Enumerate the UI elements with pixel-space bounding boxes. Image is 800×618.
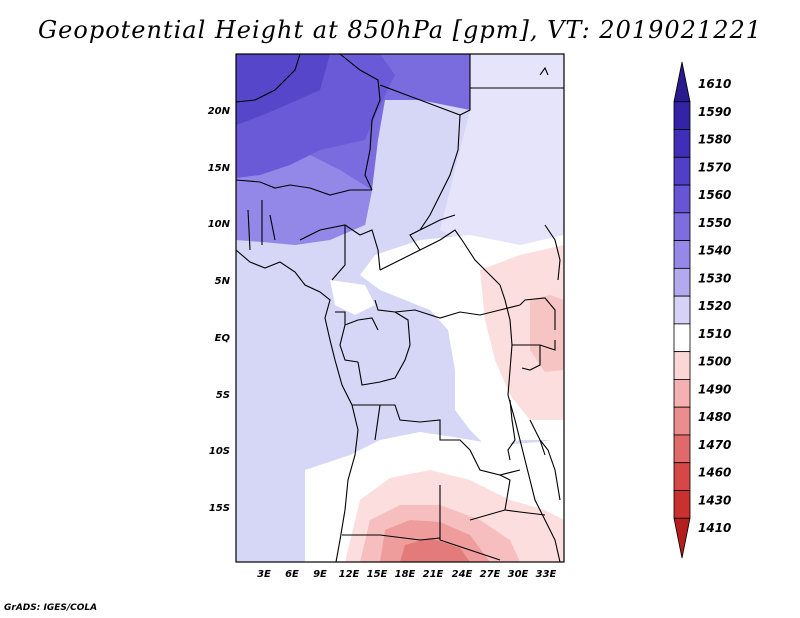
colorbar-segment [673,462,691,491]
software-credit: GrADS: IGES/COLA [4,603,98,613]
colorbar-label: 1500 [698,355,731,369]
country-borders [235,53,564,563]
lon-tick-label: 18E [395,569,416,580]
chart-title: Geopotential Height at 850hPa [gpm], VT:… [38,16,762,44]
field-region-1580 [236,54,330,125]
colorbar-segment [673,323,691,353]
colorbar-label: 1570 [698,160,731,174]
colorbar-label: 1590 [698,105,731,119]
colorbar-label: 1610 [698,77,731,91]
lon-tick-label: 33E [536,569,557,580]
lat-tick-label: 20N [208,106,231,117]
colorbar-segment [673,295,691,325]
lon-tick-label: 6E [285,569,299,580]
colorbar: 1610 1590 1580 1570 1560 1550 1540 1530 1520 1510… [673,61,731,559]
colorbar-segment [673,434,691,464]
colorbar-label: 1430 [698,493,731,507]
colorbar-label: 1510 [698,327,731,341]
lat-axis: 20N 15N 10N 5N EQ 5S 10S 15S [208,106,231,514]
colorbar-segment [673,101,691,130]
lat-tick-label: 10S [209,446,230,457]
lon-tick-label: 12E [339,569,360,580]
colorbar-segment [673,156,691,186]
lat-tick-label: 15N [208,163,231,174]
lon-tick-label: 27E [480,569,501,580]
lon-tick-label: 21E [423,569,444,580]
map-frame [235,53,565,563]
colorbar-label: 1540 [698,244,731,258]
colorbar-label: 1530 [698,271,731,285]
colorbar-segment [673,490,691,519]
lat-tick-label: 10N [208,219,231,230]
colorbar-segment [673,240,691,269]
colorbar-segment [673,267,691,297]
field-region-1550 [236,150,372,245]
colorbar-segment [673,212,691,241]
lat-tick-label: 5S [216,390,230,401]
colorbar-label: 1490 [698,382,731,396]
colorbar-label: 1470 [698,438,731,452]
colorbar-label: 1560 [698,188,731,202]
field-region-1470-south [400,538,470,562]
field-region-1510-west [330,280,375,315]
colorbar-segment [673,61,691,103]
colorbar-label: 1580 [698,133,731,147]
colorbar-segment [673,184,691,214]
colorbar-label: 1410 [698,521,731,535]
lon-tick-label: 24E [452,569,473,580]
lat-tick-label: 15S [209,503,230,514]
lon-axis: 3E 6E 9E 12E 15E 18E 21E 24E 27E 30E 33E [257,569,556,580]
lat-tick-label: 5N [215,276,231,287]
lon-tick-label: 30E [508,569,529,580]
field-region-1520-east [440,54,564,250]
lon-tick-label: 3E [257,569,271,580]
colorbar-segment [673,406,691,436]
lon-tick-label: 9E [313,569,327,580]
map-panel: 20N 15N 10N 5N EQ 5S 10S 15S 3E 6E 9E 12… [208,53,565,580]
colorbar-segment [673,129,691,158]
colorbar-segment [673,351,691,380]
colorbar-label: 1480 [698,410,731,424]
colorbar-segment [673,379,691,408]
lat-tick-label: EQ [215,333,231,344]
colorbar-label: 1520 [698,299,731,313]
colorbar-label: 1550 [698,216,731,230]
colorbar-label: 1460 [698,466,731,480]
lon-tick-label: 15E [367,569,388,580]
colorbar-segment [673,517,691,559]
